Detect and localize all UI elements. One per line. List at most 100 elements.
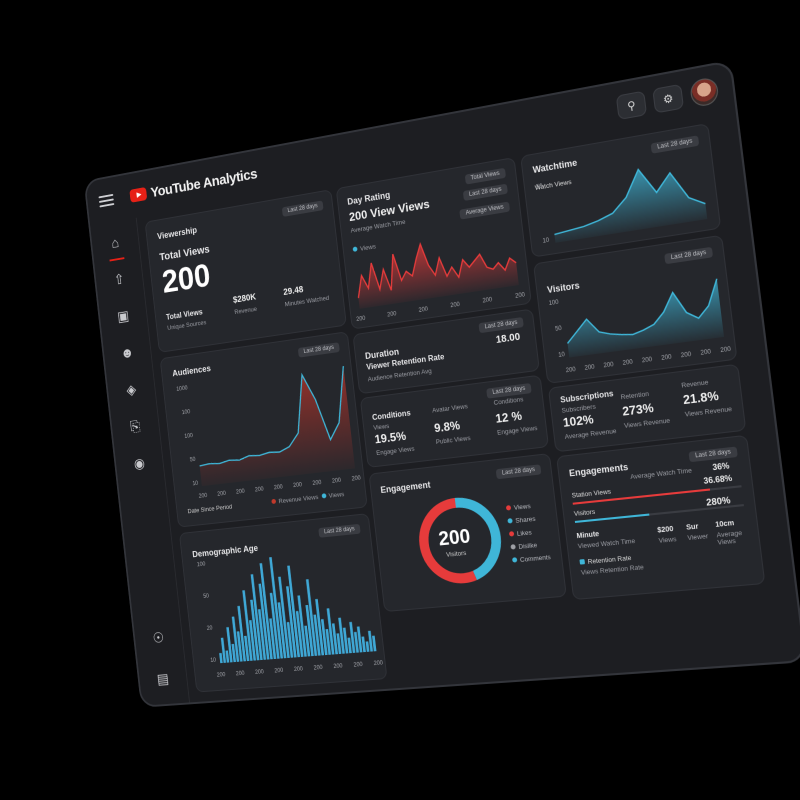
date-range-tag[interactable]: Average Views: [459, 202, 510, 220]
stat-value: Sur: [686, 523, 699, 531]
card-title: Engagement: [380, 480, 431, 495]
tick-label: 200: [603, 362, 614, 370]
stat-sub: Views Revenue: [685, 406, 733, 419]
col-title: Conditions: [372, 408, 411, 422]
tick-label: 200: [681, 352, 692, 360]
row-label: Station Views: [571, 488, 611, 499]
stat-sub: Viewer: [687, 533, 708, 542]
stat-value: 21.8%: [682, 388, 719, 407]
stat-value: 29.48: [283, 284, 304, 297]
search-icon[interactable]: ⚲: [616, 91, 647, 121]
stat-sub: Views Revenue: [624, 417, 671, 430]
stat-label: Retention: [620, 391, 649, 402]
chart-legend: Revenue Views Views: [271, 491, 344, 506]
col-value: 9.8%: [433, 418, 460, 435]
tick-label: 100: [548, 299, 559, 307]
stat-label: Minutes Watched: [284, 295, 329, 308]
col-sub: Engage Views: [497, 425, 538, 437]
engagement-card: Engagement Last 28 days 200 Visitors Vie…: [369, 453, 567, 612]
visitors-card: Visitors Last 28 days 100 50 10 200 200 200 2…: [533, 235, 737, 384]
globe-icon[interactable]: ☉: [148, 627, 169, 649]
date-range-tag[interactable]: Last 28 days: [463, 184, 508, 201]
audience-icon[interactable]: ◉: [129, 452, 149, 475]
legend-item: Likes: [509, 528, 548, 539]
demographic-card: Demographic Age Last 28 days 100 50 20 10 2…: [179, 513, 388, 692]
tick-label: 200: [274, 484, 283, 491]
date-range-tag[interactable]: Last 28 days: [318, 524, 360, 538]
home-icon[interactable]: ⌂: [105, 231, 125, 254]
tick-label: 200: [373, 660, 383, 667]
card-title: Viewership: [157, 225, 198, 241]
tick-label: 200: [236, 489, 245, 496]
legend-dot: [506, 505, 511, 511]
area-fill: [191, 366, 355, 486]
tick-label: 200: [622, 359, 633, 367]
tick-label: 100: [182, 409, 191, 416]
legend-sub: Views Retention Rate: [581, 564, 645, 577]
date-range-tag[interactable]: Last 28 days: [688, 446, 737, 462]
date-range-tag[interactable]: Last 28 days: [298, 342, 340, 357]
user-icon[interactable]: ☻: [117, 341, 137, 364]
legend-dot: [507, 518, 512, 523]
tick-label: 20: [207, 626, 213, 632]
app-logo[interactable]: YouTube Analytics: [129, 165, 258, 204]
tick-label: 200: [642, 357, 653, 365]
col-label: Avatar Views: [432, 403, 468, 414]
tick-label: 200: [236, 671, 245, 678]
menu-icon[interactable]: [98, 194, 114, 208]
tick-label: 200: [700, 349, 711, 357]
date-range-tag[interactable]: Last 28 days: [282, 200, 324, 217]
legend-dot: [321, 493, 326, 498]
tick-label: 50: [536, 183, 543, 190]
monetization-icon[interactable]: ◈: [121, 378, 141, 401]
legend-dot: [579, 559, 585, 565]
viewership-card: Last 28 days Viewership Total Views 200 …: [145, 189, 347, 353]
stat-sub: Average Views: [716, 528, 759, 547]
audiences-card: Audiences Last 28 days 1000 100 100 50 10 20…: [160, 331, 368, 527]
donut-legend: Views Shares Likes Dislike Comments: [506, 502, 552, 571]
tick-label: 200: [661, 354, 672, 362]
copyright-icon[interactable]: ⎘: [125, 415, 145, 438]
engagements-list-card: Engagements Last 28 days Average Watch T…: [556, 435, 765, 600]
legend-label: Views: [514, 503, 532, 512]
tick-label: 200: [450, 302, 460, 310]
date-range-tag[interactable]: Total Views: [465, 168, 506, 185]
tick-label: 200: [353, 662, 363, 669]
legend-dot: [512, 557, 517, 562]
tick-label: 10: [558, 352, 565, 359]
stat-value: 273%: [622, 401, 655, 419]
legend-dot: [509, 531, 514, 536]
date-range-tag[interactable]: Last 28 days: [478, 317, 523, 333]
card-title: Subscriptions: [560, 389, 614, 405]
avatar[interactable]: [689, 76, 719, 108]
aux-label: Average Watch Time: [630, 467, 692, 481]
youtube-logo-icon: [129, 187, 147, 203]
row-value: 36.68%: [703, 474, 733, 486]
date-range-tag[interactable]: Last 28 days: [651, 135, 700, 153]
card-grid: Last 28 days Viewership Total Views 200 …: [145, 120, 792, 693]
date-range-tag[interactable]: Last 28 days: [664, 247, 713, 264]
tick-label: 200: [274, 668, 283, 675]
tick-label: 10: [542, 237, 549, 244]
tick-label: 200: [565, 367, 576, 375]
content-icon[interactable]: ▣: [113, 305, 133, 328]
legend-item: Dislike: [510, 541, 549, 552]
date-range-tag[interactable]: Last 28 days: [496, 464, 542, 479]
total-views-value: 200: [160, 257, 212, 301]
feedback-icon[interactable]: ▤: [153, 668, 174, 690]
card-title: Watchtime: [532, 157, 578, 175]
tick-label: 200: [482, 297, 492, 305]
dashboard-window: YouTube Analytics ⚲ ⚙ ⌂ ⇧ ▣ ☻ ◈ ⎘ ◉ ☉ ▤: [84, 60, 800, 708]
stat-sub: Views: [658, 536, 677, 545]
tick-label: 200: [255, 669, 264, 676]
date-range-tag[interactable]: Last 28 days: [486, 383, 532, 399]
tick-label: 200: [217, 491, 226, 498]
upload-icon[interactable]: ⇧: [109, 268, 129, 291]
col-value: 12 %: [495, 409, 523, 426]
stat-label: Revenue: [234, 306, 257, 316]
gear-icon[interactable]: ⚙: [652, 84, 684, 114]
legend-label: Revenue Views: [278, 494, 319, 505]
tick-label: 200: [418, 306, 428, 314]
tick-label: 200: [293, 482, 303, 489]
